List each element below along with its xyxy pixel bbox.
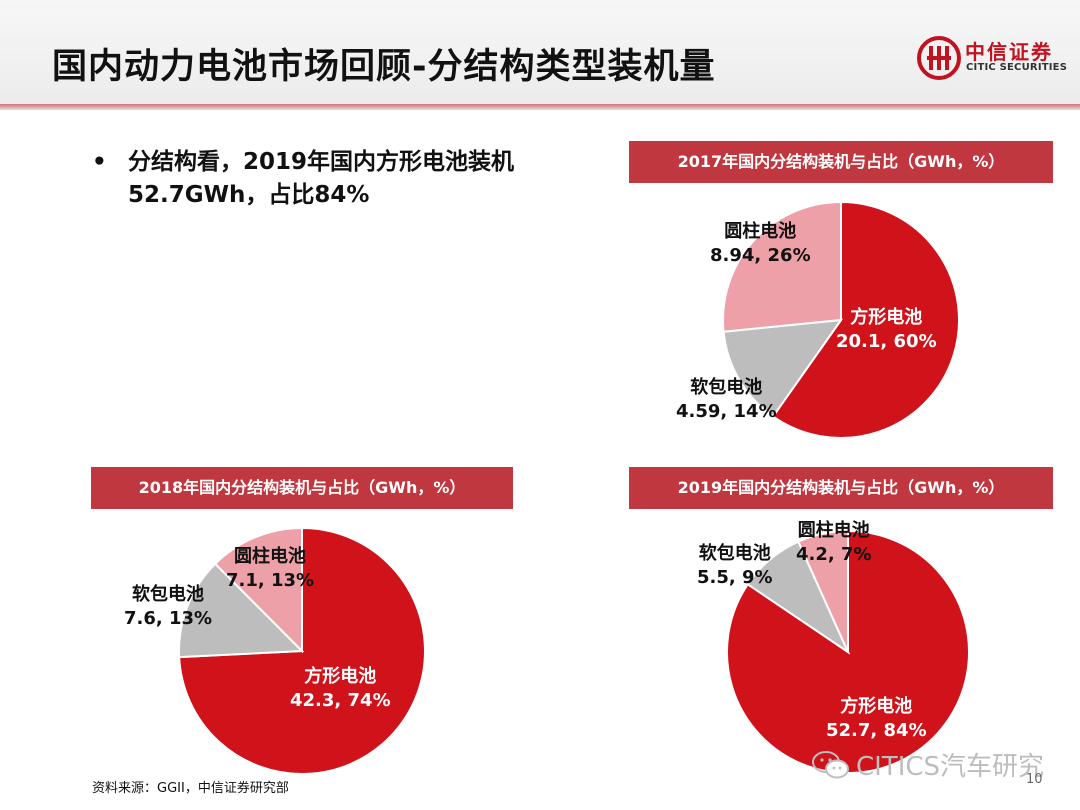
- slice-value: 4.2, 7%: [796, 544, 872, 565]
- title-divider: [0, 104, 1080, 110]
- slice-label-2018-cylindrical: 圆柱电池 7.1, 13%: [226, 545, 314, 593]
- chart-title-2019: 2019年国内分结构装机与占比（GWh，%）: [629, 467, 1053, 509]
- slice-label-2019-prismatic: 方形电池 52.7, 84%: [826, 695, 927, 743]
- logo-name-cn: 中信证券: [965, 40, 1053, 64]
- logo-name-en: CITIC SECURITIES: [966, 62, 1068, 73]
- pie-slice-cylindrical: [213, 526, 303, 654]
- bullet-dot: •: [92, 149, 107, 175]
- slice-name: 软包电池: [698, 543, 771, 564]
- chart-title-2017: 2017年国内分结构装机与占比（GWh，%）: [629, 141, 1053, 183]
- slice-label-2019-cylindrical: 圆柱电池 4.2, 7%: [796, 519, 872, 567]
- slice-name: 方形电池: [850, 307, 923, 328]
- pie-chart-2019: [726, 529, 970, 774]
- page-number: 10: [1026, 772, 1043, 787]
- slice-label-2017-prismatic: 方形电池 20.1, 60%: [836, 306, 937, 354]
- slice-label-2018-prismatic: 方形电池 42.3, 74%: [290, 665, 391, 713]
- pie-slice-pouch: [178, 562, 305, 659]
- title-bar: [0, 0, 1080, 104]
- slice-name: 方形电池: [304, 666, 377, 687]
- citic-logo-icon: [917, 36, 961, 80]
- slice-value: 5.5, 9%: [697, 567, 773, 588]
- slice-name: 软包电池: [690, 377, 763, 398]
- slice-name: 方形电池: [840, 696, 913, 717]
- pie-chart-2018: [178, 526, 426, 775]
- pie-slice-cylindrical: [797, 529, 849, 653]
- pie-chart-2017: [722, 200, 960, 439]
- source-note: 资料来源：GGII，中信证券研究部: [92, 781, 289, 796]
- slice-name: 圆柱电池: [234, 546, 307, 567]
- slice-label-2017-cylindrical: 圆柱电池 8.94, 26%: [710, 220, 811, 268]
- slice-value: 52.7, 84%: [826, 720, 927, 741]
- company-logo: 中信证券 CITIC SECURITIES: [917, 36, 1068, 80]
- watermark-text: CITICS汽车研究: [856, 752, 1045, 782]
- slice-value: 8.94, 26%: [710, 245, 811, 266]
- slice-name: 圆柱电池: [797, 520, 870, 541]
- slice-label-2017-pouch: 软包电池 4.59, 14%: [676, 376, 777, 424]
- page-title: 国内动力电池市场回顾-分结构类型装机量: [52, 47, 716, 87]
- slice-value: 20.1, 60%: [836, 331, 937, 352]
- slice-value: 7.1, 13%: [226, 570, 315, 591]
- slice-name: 圆柱电池: [724, 221, 797, 242]
- slice-value: 7.6, 13%: [124, 608, 213, 629]
- slice-label-2018-pouch: 软包电池 7.6, 13%: [124, 583, 212, 631]
- pie-slice-prismatic: [771, 200, 960, 439]
- slice-name: 软包电池: [132, 584, 205, 605]
- slice-value: 4.59, 14%: [676, 401, 777, 422]
- slice-value: 42.3, 74%: [290, 690, 391, 711]
- wechat-icon: [812, 751, 849, 779]
- bullet-text: 分结构看，2019年国内方形电池装机52.7GWh，占比84%: [128, 149, 515, 208]
- pie-slice-cylindrical: [722, 200, 842, 333]
- pie-slice-pouch: [722, 318, 844, 418]
- chart-title-2018: 2018年国内分结构装机与占比（GWh，%）: [91, 467, 513, 509]
- slice-label-2019-pouch: 软包电池 5.5, 9%: [697, 542, 773, 590]
